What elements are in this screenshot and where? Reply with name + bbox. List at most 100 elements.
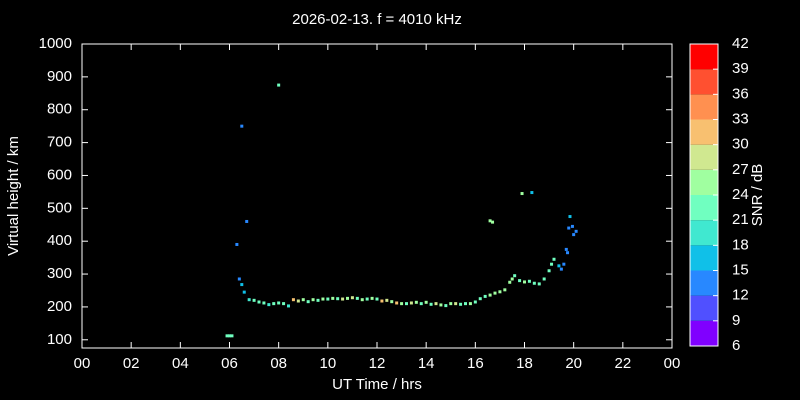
data-point — [321, 297, 325, 301]
data-point — [550, 262, 554, 266]
data-point — [488, 293, 492, 297]
x-tick-label: 06 — [221, 355, 238, 372]
data-point — [291, 298, 295, 302]
data-point — [424, 300, 428, 304]
x-tick-label: 22 — [614, 355, 631, 372]
data-point — [296, 299, 300, 303]
data-point — [532, 281, 536, 285]
colorbar-tick-label: 27 — [732, 161, 749, 178]
data-point — [493, 291, 497, 295]
data-point — [572, 233, 576, 237]
data-point — [405, 302, 408, 306]
data-point — [355, 296, 359, 300]
data-point — [277, 301, 281, 305]
data-point — [331, 296, 335, 300]
x-tick-label: 12 — [369, 355, 386, 372]
data-point — [530, 191, 534, 195]
y-tick-label: 400 — [47, 232, 72, 249]
y-tick-label: 300 — [47, 265, 72, 282]
colorbar-bin — [690, 195, 718, 221]
colorbar-tick-label: 9 — [732, 312, 740, 329]
colorbar-tick-label: 33 — [732, 110, 749, 127]
data-point — [316, 298, 320, 302]
data-point — [468, 302, 472, 306]
colorbar-label: SNR / dB — [749, 164, 766, 227]
data-point — [336, 297, 340, 301]
colorbar-bin — [690, 220, 718, 246]
data-point — [513, 274, 517, 278]
colorbar-bin — [690, 245, 718, 271]
data-point — [542, 277, 546, 281]
data-point — [272, 302, 276, 306]
colorbar-tick-label: 39 — [732, 60, 749, 77]
colorbar-tick-label: 6 — [732, 337, 740, 354]
colorbar-tick-label: 21 — [732, 211, 749, 228]
data-point — [375, 297, 379, 301]
data-point — [547, 269, 551, 273]
colorbar-tick-label: 30 — [732, 136, 749, 153]
data-point — [228, 334, 231, 338]
colorbar-tick-label: 36 — [732, 85, 749, 102]
data-point — [488, 219, 492, 223]
chart-title: 2026-02-13. f = 4010 kHz — [292, 11, 462, 28]
data-point — [225, 334, 229, 338]
data-point — [414, 300, 418, 304]
colorbar-tick-label: 24 — [732, 186, 749, 203]
data-point — [523, 280, 526, 284]
data-point — [311, 298, 315, 302]
x-tick-label: 00 — [664, 355, 681, 372]
data-point — [267, 303, 271, 307]
data-point — [237, 277, 241, 281]
data-point — [385, 298, 389, 302]
x-axis-label: UT Time / hrs — [332, 376, 422, 393]
x-tick-label: 16 — [467, 355, 484, 372]
data-point — [429, 302, 433, 306]
data-point — [282, 302, 286, 306]
data-point — [439, 303, 443, 307]
data-point — [247, 298, 251, 302]
colorbar-bin — [690, 270, 718, 296]
x-tick-label: 00 — [74, 355, 91, 372]
data-point — [257, 300, 261, 304]
data-point — [245, 219, 249, 223]
data-point — [395, 301, 399, 305]
data-point — [520, 192, 524, 196]
data-point — [240, 124, 244, 128]
colorbar-bin — [690, 295, 718, 321]
y-tick-label: 800 — [47, 101, 72, 118]
data-point — [434, 302, 438, 306]
data-point — [346, 296, 349, 300]
data-point — [350, 296, 354, 300]
data-point — [444, 304, 448, 308]
data-point — [306, 300, 310, 304]
data-point — [370, 296, 374, 300]
data-point — [287, 304, 290, 308]
data-point — [570, 224, 574, 228]
data-point — [562, 262, 566, 266]
data-point — [508, 280, 512, 284]
x-tick-label: 18 — [516, 355, 533, 372]
data-point — [510, 277, 514, 281]
x-tick-label: 10 — [319, 355, 336, 372]
data-point — [277, 83, 281, 87]
data-point — [564, 247, 568, 251]
data-point — [473, 300, 477, 304]
x-tick-label: 20 — [565, 355, 582, 372]
plot-frame — [81, 43, 673, 349]
colorbar-tick-label: 15 — [732, 261, 749, 278]
data-point — [566, 251, 570, 255]
colorbar-bin — [690, 169, 718, 195]
y-tick-label: 700 — [47, 134, 72, 151]
data-point — [454, 302, 458, 306]
data-point — [518, 279, 522, 283]
data-point — [242, 290, 246, 294]
data-point — [559, 267, 563, 271]
data-point — [409, 301, 413, 305]
data-point — [503, 288, 507, 292]
y-tick-label: 500 — [47, 199, 72, 216]
y-tick-label: 900 — [47, 68, 72, 85]
data-point — [400, 302, 404, 306]
data-point — [230, 334, 234, 338]
data-point — [252, 298, 256, 302]
data-point — [301, 298, 305, 302]
